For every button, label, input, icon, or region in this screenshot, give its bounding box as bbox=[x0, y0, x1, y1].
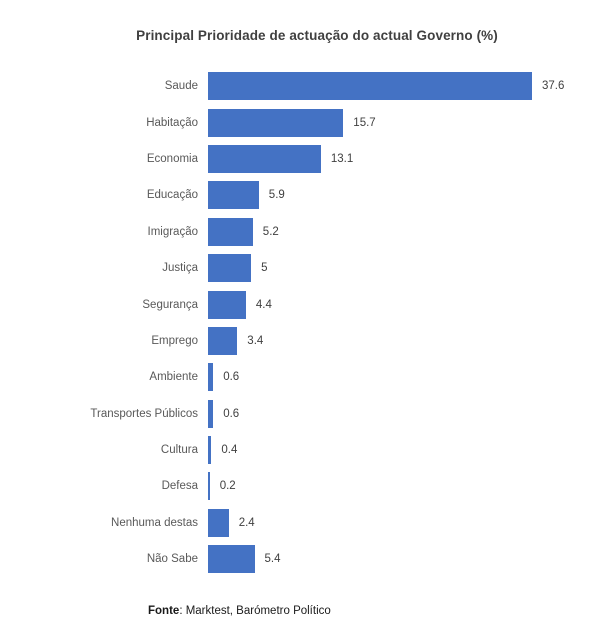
bar-track: 3.4 bbox=[198, 323, 610, 359]
bar bbox=[208, 436, 212, 465]
bar-row: Ambiente 0.6 bbox=[0, 359, 610, 395]
category-label: Economia bbox=[146, 152, 198, 165]
bar bbox=[208, 72, 532, 101]
bar-row: Não Sabe 5.4 bbox=[0, 541, 610, 577]
category-label: Justiça bbox=[162, 262, 198, 275]
bar-row: Saude 37.6 bbox=[0, 68, 610, 104]
value-label: 0.6 bbox=[223, 407, 240, 420]
bar-row: Segurança 4.4 bbox=[0, 286, 610, 322]
category-label: Educação bbox=[146, 189, 198, 202]
plot-area: Saude 37.6 Habitação 15.7 Economia 13.1 Educaç… bbox=[0, 68, 610, 577]
bar-row: Justiça 5 bbox=[0, 250, 610, 286]
category-label: Não Sabe bbox=[146, 553, 198, 566]
bar bbox=[208, 326, 238, 355]
bar-row: Emprego 3.4 bbox=[0, 323, 610, 359]
bar-track: 5.9 bbox=[198, 177, 610, 213]
bar bbox=[208, 545, 255, 574]
bar-row: Imigração 5.2 bbox=[0, 214, 610, 250]
bar-row: Educação 5.9 bbox=[0, 177, 610, 213]
bar-track: 5 bbox=[198, 250, 610, 286]
category-label: Imigração bbox=[147, 225, 199, 238]
value-label: 5 bbox=[261, 262, 268, 275]
source-note: Fonte: Marktest, Barómetro Político bbox=[148, 605, 331, 617]
value-label: 3.4 bbox=[247, 334, 264, 347]
bar bbox=[208, 144, 321, 173]
category-label: Habitação bbox=[146, 116, 198, 129]
bar-track: 37.6 bbox=[198, 68, 610, 104]
bar-track: 0.6 bbox=[198, 359, 610, 395]
value-label: 0.6 bbox=[223, 371, 240, 384]
bar bbox=[208, 181, 259, 210]
bar-track: 0.6 bbox=[198, 396, 610, 432]
category-label: Emprego bbox=[151, 334, 198, 347]
bar-row: Habitação 15.7 bbox=[0, 104, 610, 140]
bar bbox=[208, 217, 253, 246]
bar-track: 0.4 bbox=[198, 432, 610, 468]
value-label: 0.4 bbox=[221, 444, 238, 457]
bar bbox=[208, 508, 229, 537]
bar bbox=[208, 108, 344, 137]
category-label: Defesa bbox=[161, 480, 198, 493]
bar bbox=[208, 290, 246, 319]
source-text: : Marktest, Barómetro Político bbox=[179, 605, 331, 617]
value-label: 15.7 bbox=[353, 116, 376, 129]
bar-row: Nenhuma destas 2.4 bbox=[0, 505, 610, 541]
bar-track: 13.1 bbox=[198, 141, 610, 177]
category-label: Ambiente bbox=[149, 371, 198, 384]
category-label: Nenhuma destas bbox=[111, 516, 198, 529]
bar bbox=[208, 399, 214, 428]
bar bbox=[208, 472, 210, 501]
bar-track: 15.7 bbox=[198, 104, 610, 140]
value-label: 5.9 bbox=[268, 189, 285, 202]
bar-row: Transportes Públicos 0.6 bbox=[0, 396, 610, 432]
source-label: Fonte bbox=[148, 605, 180, 617]
category-label: Segurança bbox=[142, 298, 198, 311]
value-label: 4.4 bbox=[255, 298, 272, 311]
bar-track: 5.4 bbox=[198, 541, 610, 577]
chart-title: Principal Prioridade de actuação do actu… bbox=[136, 28, 498, 43]
bar-row: Cultura 0.4 bbox=[0, 432, 610, 468]
value-label: 13.1 bbox=[330, 152, 354, 165]
value-label: 2.4 bbox=[238, 516, 255, 529]
bar-row: Economia 13.1 bbox=[0, 141, 610, 177]
bar-track: 4.4 bbox=[198, 286, 610, 322]
bar bbox=[208, 254, 252, 283]
bar-track: 0.2 bbox=[198, 468, 610, 504]
category-label: Saude bbox=[164, 80, 198, 93]
value-label: 0.2 bbox=[219, 480, 236, 493]
value-label: 5.2 bbox=[262, 225, 279, 238]
bar-row: Defesa 0.2 bbox=[0, 468, 610, 504]
category-label: Transportes Públicos bbox=[90, 407, 198, 420]
bar-track: 2.4 bbox=[198, 505, 610, 541]
category-label: Cultura bbox=[160, 444, 198, 457]
bar-track: 5.2 bbox=[198, 214, 610, 250]
bar bbox=[208, 363, 214, 392]
value-label: 5.4 bbox=[264, 553, 281, 566]
value-label: 37.6 bbox=[542, 80, 565, 93]
